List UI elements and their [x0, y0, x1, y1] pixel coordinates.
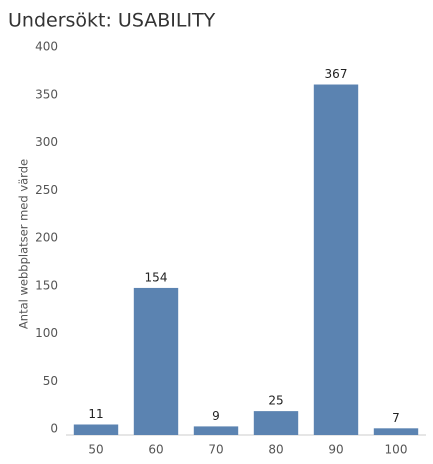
bar — [73, 424, 119, 435]
y-tick-label: 250 — [35, 183, 58, 197]
bar — [373, 428, 419, 435]
value-label: 11 — [88, 407, 103, 421]
x-tick-label: 80 — [268, 443, 283, 457]
y-tick-label: 350 — [35, 87, 58, 101]
value-label: 367 — [325, 67, 348, 81]
value-label: 154 — [145, 270, 168, 284]
x-tick-label: 60 — [148, 443, 163, 457]
x-tick-label: 50 — [88, 443, 103, 457]
chart-title: Undersökt: USABILITY — [8, 10, 216, 32]
value-label: 7 — [392, 411, 400, 425]
y-tick-label: 50 — [43, 374, 58, 388]
value-label: 9 — [212, 409, 220, 423]
bar — [133, 287, 179, 435]
bar — [193, 426, 239, 435]
y-tick-label: 400 — [35, 40, 58, 54]
x-tick-label: 70 — [208, 443, 223, 457]
x-tick-label: 90 — [328, 443, 343, 457]
x-tick-label: 100 — [385, 443, 408, 457]
y-tick-label: 200 — [35, 231, 58, 245]
y-tick-label: 100 — [35, 326, 58, 340]
value-label: 25 — [268, 394, 283, 408]
bar — [313, 84, 359, 435]
y-tick-label: 150 — [35, 278, 58, 292]
y-tick-label: 300 — [35, 135, 58, 149]
y-tick-label: 0 — [50, 422, 58, 436]
y-axis-title: Antal webbplatser med värde — [17, 159, 31, 329]
bar — [253, 411, 299, 435]
